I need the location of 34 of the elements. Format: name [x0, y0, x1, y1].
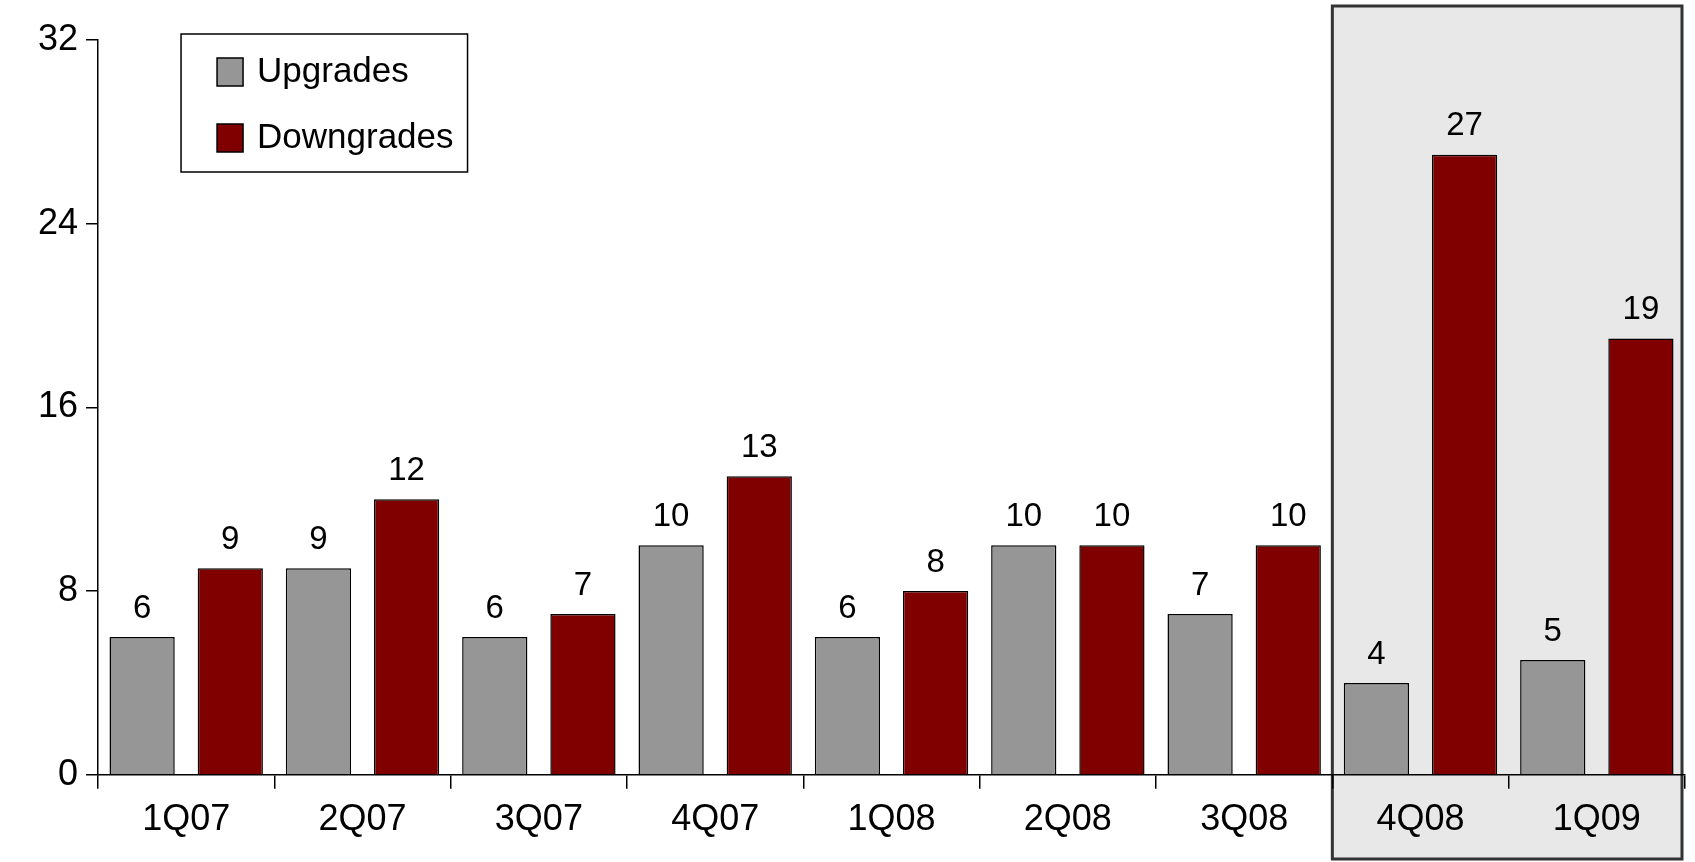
data-label: 7	[1190, 564, 1210, 602]
x-tick-label: 1Q08	[847, 797, 936, 839]
x-tick-label: 1Q07	[142, 797, 231, 839]
data-label: 9	[309, 518, 328, 556]
x-tick-label: 2Q07	[318, 797, 407, 839]
y-tick-label: 24	[38, 200, 79, 242]
data-label: 12	[388, 449, 425, 487]
data-label: 9	[221, 518, 240, 556]
x-tick-label: 2Q08	[1023, 797, 1112, 839]
x-tick-label: 4Q07	[671, 797, 760, 839]
y-tick-label: 16	[38, 384, 79, 426]
data-label: 6	[132, 587, 152, 625]
data-label: 7	[573, 564, 593, 602]
legend-label: Downgrades	[257, 115, 454, 155]
data-label: 6	[838, 587, 857, 625]
y-tick-label: 32	[38, 16, 79, 58]
data-label: 10	[652, 495, 690, 533]
data-label: 19	[1622, 289, 1660, 327]
data-label: 4	[1367, 633, 1386, 671]
data-label: 10	[1093, 495, 1131, 533]
data-label: 13	[740, 426, 778, 464]
x-tick-label: 3Q08	[1200, 797, 1289, 839]
data-label: 6	[485, 587, 504, 625]
y-tick-label: 0	[58, 751, 79, 793]
legend-label: Upgrades	[257, 49, 409, 89]
x-tick-label: 1Q09	[1552, 797, 1641, 839]
x-tick-label: 3Q07	[494, 797, 583, 839]
x-tick-label: 4Q08	[1376, 797, 1465, 839]
data-label: 5	[1543, 610, 1562, 648]
data-label: 27	[1446, 105, 1483, 143]
data-label: 8	[926, 541, 945, 579]
data-label: 10	[1005, 495, 1043, 533]
y-tick-label: 8	[58, 568, 79, 610]
data-label: 10	[1269, 495, 1307, 533]
